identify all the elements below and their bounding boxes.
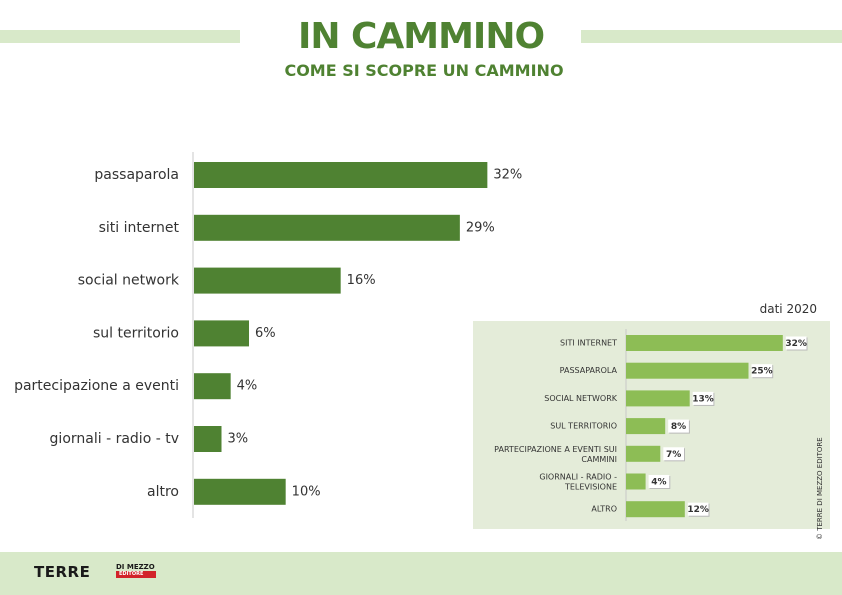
- category-label: altro: [147, 484, 179, 500]
- value-label: 29%: [466, 220, 495, 235]
- publisher-logo: TERRE DI MEZZO EDITORE: [34, 563, 164, 583]
- category-label: partecipazione a eventi: [14, 378, 179, 394]
- value-label-box: [648, 474, 670, 489]
- value-label-box: [668, 419, 689, 433]
- category-label: GIORNALI - RADIO -TELEVISIONE: [539, 472, 617, 491]
- value-label: 13%: [692, 394, 714, 404]
- value-label-box: [785, 336, 807, 350]
- value-label: 32%: [493, 168, 522, 183]
- value-label: 4%: [237, 379, 258, 394]
- copyright-text: © TERRE DI MEZZO EDITORE: [816, 437, 824, 540]
- page-title: IN CAMMINO: [297, 16, 545, 57]
- value-label: 10%: [292, 484, 321, 499]
- category-label: sul territorio: [93, 325, 179, 341]
- bar: [194, 320, 250, 347]
- inset-chart-title: dati 2020: [759, 302, 817, 316]
- category-label: siti internet: [99, 220, 180, 236]
- value-label: 16%: [347, 273, 376, 288]
- bar: [626, 335, 783, 351]
- category-label: SUL TERRITORIO: [550, 422, 617, 431]
- bar: [194, 162, 488, 188]
- category-label: ALTRO: [591, 505, 617, 514]
- bar: [194, 267, 341, 294]
- value-label: 25%: [751, 367, 773, 377]
- copyright-note: © TERRE DI MEZZO EDITORE: [816, 430, 826, 540]
- value-label-box: [663, 447, 684, 461]
- header-band-right: [581, 30, 842, 43]
- bar: [626, 362, 749, 379]
- bar: [626, 473, 646, 490]
- category-label: SOCIAL NETWORK: [544, 394, 617, 403]
- page-subtitle: COME SI SCOPRE UN CAMMINO: [284, 61, 564, 80]
- logo-sub-text: EDITORE: [119, 571, 144, 577]
- value-label: 3%: [228, 432, 249, 447]
- logo-main-text: TERRE: [34, 563, 91, 581]
- bar: [194, 426, 222, 452]
- value-label-box: [692, 391, 714, 405]
- value-label: 8%: [671, 422, 686, 432]
- value-label-box: [687, 502, 709, 516]
- value-label-box: [751, 364, 773, 378]
- main-bar-chart: passaparola 32% siti internet 29% social net…: [14, 152, 522, 518]
- bar: [626, 418, 666, 435]
- category-label: giornali - radio - tv: [50, 431, 179, 447]
- value-label: 6%: [255, 326, 276, 341]
- bar: [194, 214, 460, 241]
- category-label: PARTECIPAZIONE A EVENTI SUI CAMMINI: [494, 445, 617, 464]
- header-band-left: [0, 30, 240, 43]
- bar: [626, 501, 685, 518]
- logo-top-text: DI MEZZO: [116, 563, 155, 571]
- value-label: 7%: [666, 450, 681, 460]
- bar: [626, 445, 661, 462]
- value-label: 12%: [687, 505, 709, 515]
- bar: [626, 390, 690, 407]
- bar: [194, 478, 286, 505]
- value-label: 32%: [785, 339, 807, 349]
- inset-bar-chart: SITI INTERNET 32% PASSAPAROLA 25% SOCIAL NET…: [494, 329, 808, 521]
- category-label: PASSAPAROLA: [560, 366, 618, 375]
- logo-red-bar: [116, 571, 156, 578]
- bar: [194, 373, 231, 400]
- value-label: 4%: [651, 478, 666, 488]
- category-label: social network: [78, 273, 180, 289]
- category-label: SITI INTERNET: [560, 339, 617, 348]
- category-label: passaparola: [94, 167, 179, 183]
